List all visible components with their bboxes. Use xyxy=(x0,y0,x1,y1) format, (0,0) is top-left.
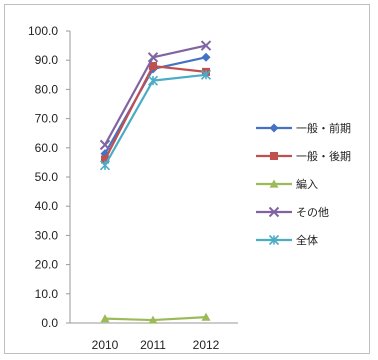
legend-entry: 一般・後期 xyxy=(256,149,351,163)
data-point xyxy=(201,312,211,321)
axes xyxy=(69,31,238,324)
legend-label: 一般・後期 xyxy=(296,149,351,163)
series-line xyxy=(104,73,207,166)
legend-entry: その他 xyxy=(256,206,329,219)
y-tick-label: 20.0 xyxy=(35,258,59,272)
x-tick-labels: 2010 2011 2012 xyxy=(92,338,220,352)
y-tick-label: 30.0 xyxy=(35,228,59,242)
series-lines xyxy=(99,40,212,324)
y-tick-label: 100.0 xyxy=(28,24,58,38)
legend-label: 一般・前期 xyxy=(296,121,351,135)
data-point xyxy=(147,52,159,63)
legend-marker xyxy=(269,123,279,133)
x-tick-label: 2012 xyxy=(193,338,220,352)
legend-entry: 全体 xyxy=(256,233,318,247)
y-tick-label: 40.0 xyxy=(35,199,59,213)
y-tick-label: 70.0 xyxy=(35,112,59,126)
x-tick-label: 2010 xyxy=(92,338,119,352)
data-point xyxy=(99,139,111,151)
series-group xyxy=(99,69,212,171)
y-tick-label: 50.0 xyxy=(35,170,59,184)
y-tick-label: 90.0 xyxy=(35,53,59,67)
legend-marker xyxy=(268,206,280,218)
legend-marker xyxy=(270,152,278,160)
data-point xyxy=(200,69,212,80)
x-tick-label: 2011 xyxy=(140,338,166,352)
data-point xyxy=(100,314,110,323)
data-point xyxy=(147,75,159,86)
y-tick-label: 80.0 xyxy=(35,82,59,96)
legend-marker xyxy=(269,179,279,188)
y-tick-label: 0.0 xyxy=(41,316,58,330)
series-line xyxy=(104,316,207,322)
legend-marker xyxy=(268,234,280,246)
data-point xyxy=(148,315,158,324)
series-group xyxy=(100,312,211,324)
y-tick-labels: 0.0 10.0 20.0 30.0 40.0 50.0 60.0 70.0 80.0 90.0 1… xyxy=(28,24,70,330)
data-point xyxy=(200,40,212,51)
legend-label: 編入 xyxy=(296,177,318,191)
y-tick-label: 60.0 xyxy=(35,141,59,155)
y-tick-label: 10.0 xyxy=(35,287,59,301)
data-point xyxy=(201,52,211,62)
data-point xyxy=(99,160,111,171)
legend-entry: 編入 xyxy=(256,177,318,191)
legend-label: 全体 xyxy=(296,233,318,247)
data-point xyxy=(101,155,109,164)
legend-label: その他 xyxy=(296,206,329,219)
data-point xyxy=(149,62,157,71)
legend-entry: 一般・前期 xyxy=(256,121,351,135)
series-group xyxy=(99,40,212,151)
